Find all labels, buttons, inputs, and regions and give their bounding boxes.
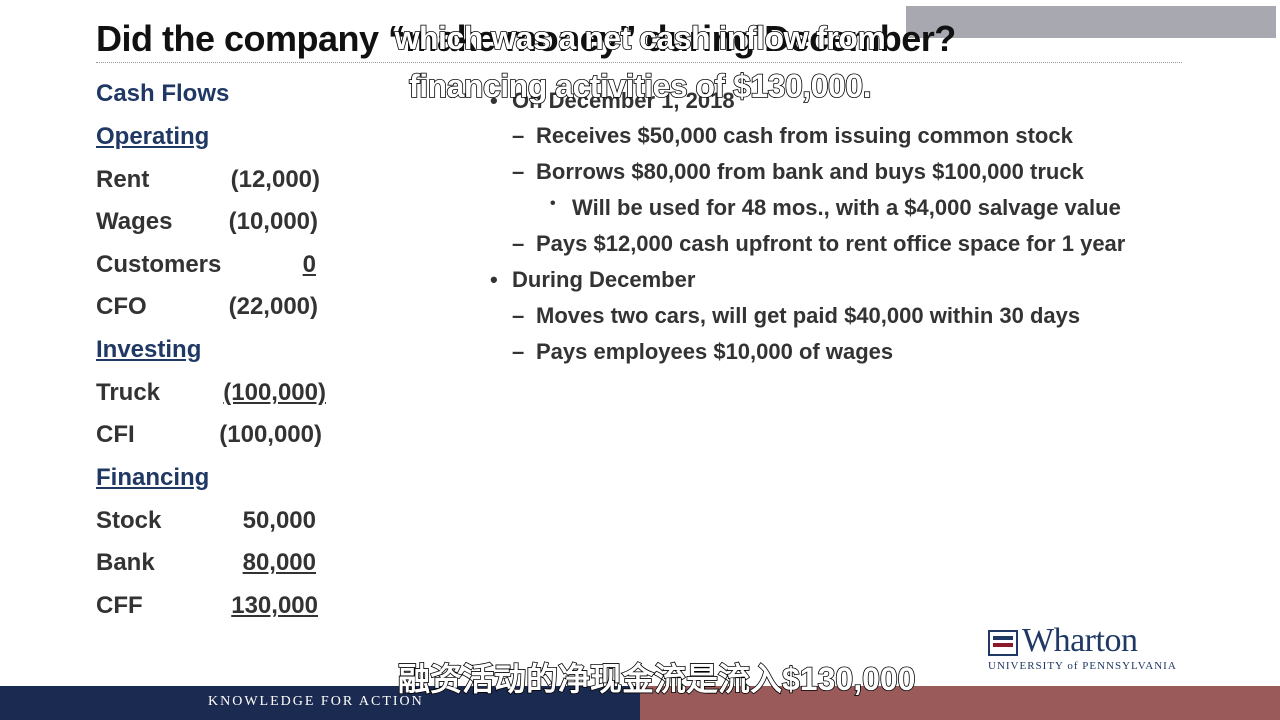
bullet-wages: Pays employees $10,000 of wages [536, 339, 894, 364]
subtitle-en-line1: which was a net cash inflow from [394, 19, 887, 57]
top-accent-bar [906, 6, 1276, 38]
bullet-dash: – [512, 231, 525, 256]
stock-label: Stock [96, 507, 162, 534]
subtitle-zh: 融资活动的净现金流是流入$130,000 [397, 660, 916, 698]
financing-heading: Financing [96, 464, 210, 491]
footer-tagline: KNOWLEDGE FOR ACTION [208, 694, 424, 709]
wharton-logo: Wharton UNIVERSITY of PENNSYLVANIA [988, 622, 1192, 672]
bullet-cars: Moves two cars, will get paid $40,000 wi… [536, 303, 1081, 328]
wages-value: (10,000) [228, 208, 318, 235]
cfo-value: (22,000) [228, 293, 318, 320]
customers-value: 0 [302, 251, 316, 278]
investing-heading: Investing [96, 336, 202, 363]
cfi-label: CFI [96, 421, 135, 448]
slide-title: Did the company “make money” during Dece… [96, 18, 956, 59]
bullet-dash: – [512, 123, 525, 148]
bullet-rent: Pays $12,000 cash upfront to rent office… [536, 231, 1126, 256]
rent-value: (12,000) [230, 166, 320, 193]
bullet-dash: – [512, 159, 525, 184]
cfo-label: CFO [96, 293, 147, 320]
footer-bar-right [640, 686, 1280, 720]
truck-value: (100,000) [223, 379, 326, 406]
bullet-borrow: Borrows $80,000 from bank and buys $100,… [536, 159, 1084, 184]
logo-subline: UNIVERSITY of PENNSYLVANIA [988, 660, 1177, 672]
title-divider [96, 62, 1182, 63]
shield-icon [988, 630, 1018, 656]
bank-label: Bank [96, 549, 155, 576]
bullet-dot: • [490, 267, 498, 292]
bullet-dot: • [490, 88, 498, 113]
bullet-dash: – [512, 303, 525, 328]
truck-label: Truck [96, 379, 161, 406]
stock-value: 50,000 [242, 507, 316, 534]
bullet-dot: • [550, 195, 556, 212]
bank-value: 80,000 [242, 549, 316, 576]
bullet-dec-1: On December 1, 2018 [512, 88, 735, 113]
cash-flows-heading: Cash Flows [96, 80, 230, 107]
customers-label: Customers [96, 251, 222, 278]
cff-label: CFF [96, 592, 143, 619]
bullet-during-december: During December [512, 267, 696, 292]
cfi-value: (100,000) [219, 421, 322, 448]
subtitle-en-line2: financing activities of $130,000. [408, 67, 872, 105]
bullet-dash: – [512, 339, 525, 364]
bullet-stock: Receives $50,000 cash from issuing commo… [536, 123, 1073, 148]
operating-heading: Operating [96, 123, 210, 150]
logo-wordmark: Wharton [1022, 622, 1138, 659]
footer-bar-left [0, 686, 640, 720]
bullet-truck-life: Will be used for 48 mos., with a $4,000 … [572, 195, 1121, 220]
cff-value: 130,000 [231, 592, 318, 619]
wages-label: Wages [96, 208, 173, 235]
rent-label: Rent [96, 166, 150, 193]
